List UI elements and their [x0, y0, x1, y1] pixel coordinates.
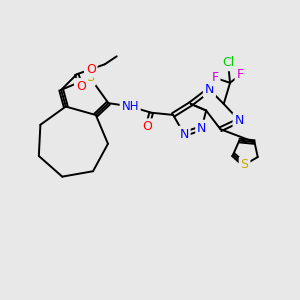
Text: S: S [86, 71, 94, 84]
Text: O: O [142, 120, 152, 133]
Text: O: O [76, 80, 86, 93]
Text: Cl: Cl [222, 56, 234, 69]
Text: N: N [197, 122, 206, 135]
Text: N: N [205, 83, 214, 96]
Text: F: F [212, 71, 219, 84]
Text: NH: NH [122, 100, 139, 113]
Text: F: F [236, 68, 244, 81]
Text: N: N [234, 114, 244, 127]
Text: O: O [86, 63, 96, 76]
Text: S: S [241, 158, 249, 171]
Text: N: N [179, 128, 189, 140]
